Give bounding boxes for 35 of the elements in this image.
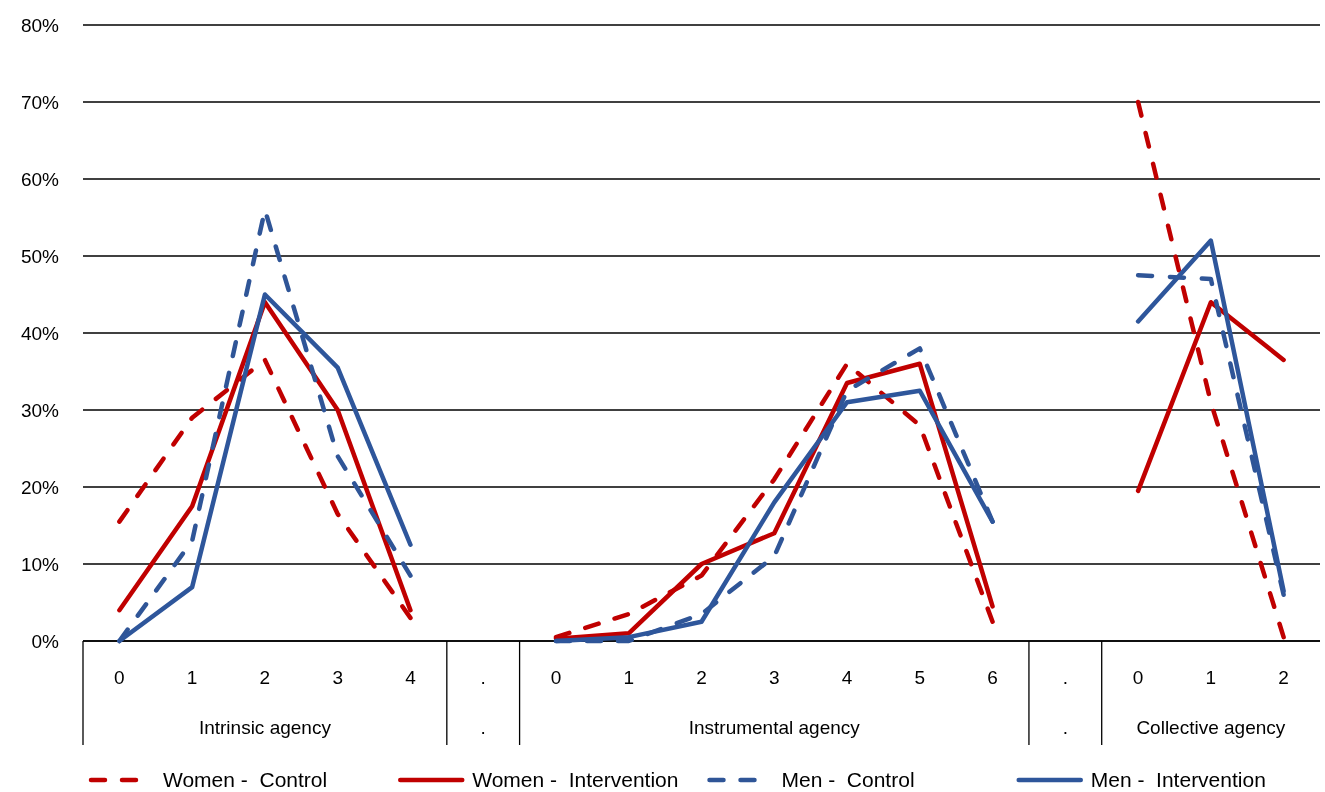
y-tick-label: 30% <box>20 399 60 421</box>
x-tick-label: 1 <box>623 666 635 688</box>
x-tick-label: 0 <box>1132 666 1144 688</box>
y-tick-label: 0% <box>31 630 60 652</box>
y-tick-label: 60% <box>20 168 60 190</box>
x-tick-label: 2 <box>259 666 271 688</box>
x-tick-label: 6 <box>987 666 998 688</box>
legend-label: Women - Control <box>163 768 328 792</box>
x-tick-label: 3 <box>332 666 343 688</box>
legend-label: Men - Intervention <box>1090 768 1266 792</box>
y-tick-label: 50% <box>20 245 60 267</box>
text: Collective agency <box>1136 716 1286 738</box>
x-tick-label: 4 <box>405 666 417 688</box>
x-tick-label: 2 <box>696 666 707 688</box>
y-tick-label: 70% <box>20 91 60 113</box>
x-tick-label: 5 <box>914 666 926 688</box>
y-tick-label: 20% <box>20 476 60 498</box>
x-tick-label: 1 <box>1205 666 1217 688</box>
text: . <box>480 716 486 738</box>
x-tick-label: 0 <box>114 666 125 688</box>
text: Intrinsic agency <box>198 716 332 738</box>
x-tick-label: . <box>480 666 486 688</box>
x-tick-label: 3 <box>768 666 780 688</box>
text: . <box>1062 716 1068 738</box>
x-tick-label: 0 <box>550 666 562 688</box>
x-tick-label: . <box>1062 666 1068 688</box>
text: Instrumental agency <box>688 716 861 738</box>
y-tick-label: 40% <box>20 322 60 344</box>
y-tick-label: 80% <box>20 14 60 36</box>
legend-label: Men - Control <box>781 768 915 792</box>
x-tick-label: 4 <box>841 666 853 688</box>
x-tick-label: 1 <box>186 666 198 688</box>
legend-label: Women - Intervention <box>472 768 679 792</box>
y-tick-label: 10% <box>20 553 60 575</box>
x-tick-label: 2 <box>1278 666 1289 688</box>
